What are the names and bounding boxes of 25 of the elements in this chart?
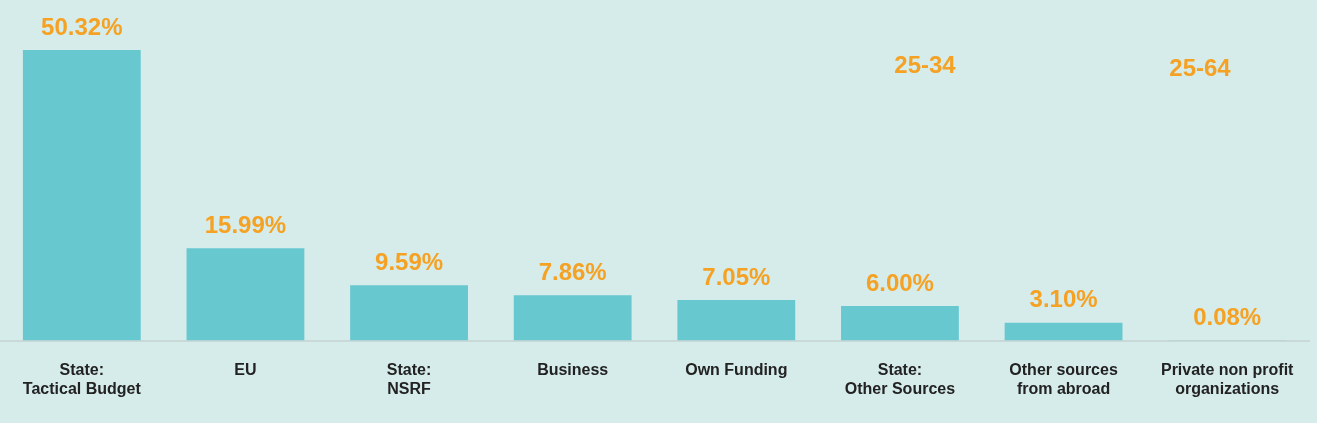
data-label: 9.59% [375, 247, 444, 275]
bar [350, 285, 468, 341]
data-label: 3.10% [1029, 285, 1098, 313]
bar [186, 248, 305, 341]
x-tick-label: Other sources from abroad [1009, 360, 1118, 397]
data-label: 15.99% [204, 210, 287, 238]
bar [22, 50, 141, 341]
data-label: 7.86% [538, 257, 607, 285]
data-label: 6.00% [865, 268, 934, 296]
bar [677, 299, 796, 341]
bar [513, 295, 632, 341]
x-tick-label: EU [234, 360, 257, 378]
x-tick-label: State: Tactical Budget [22, 360, 142, 397]
data-label: 7.05% [702, 262, 771, 290]
x-tick-label: State: NSRF [386, 360, 432, 397]
bar [841, 305, 959, 341]
x-tick-label: Own Funding [685, 360, 788, 378]
x-tick-label: Private non profit organizations [1160, 360, 1295, 397]
bar [1004, 322, 1123, 341]
x-tick-label: State: Other Sources [844, 360, 956, 397]
data-label: 50.32% [41, 12, 123, 40]
x-tick-label: Business [537, 360, 609, 378]
data-label: 0.08% [1193, 302, 1262, 330]
annotation: 25-34 [894, 50, 957, 78]
annotation: 25-64 [1169, 53, 1232, 81]
